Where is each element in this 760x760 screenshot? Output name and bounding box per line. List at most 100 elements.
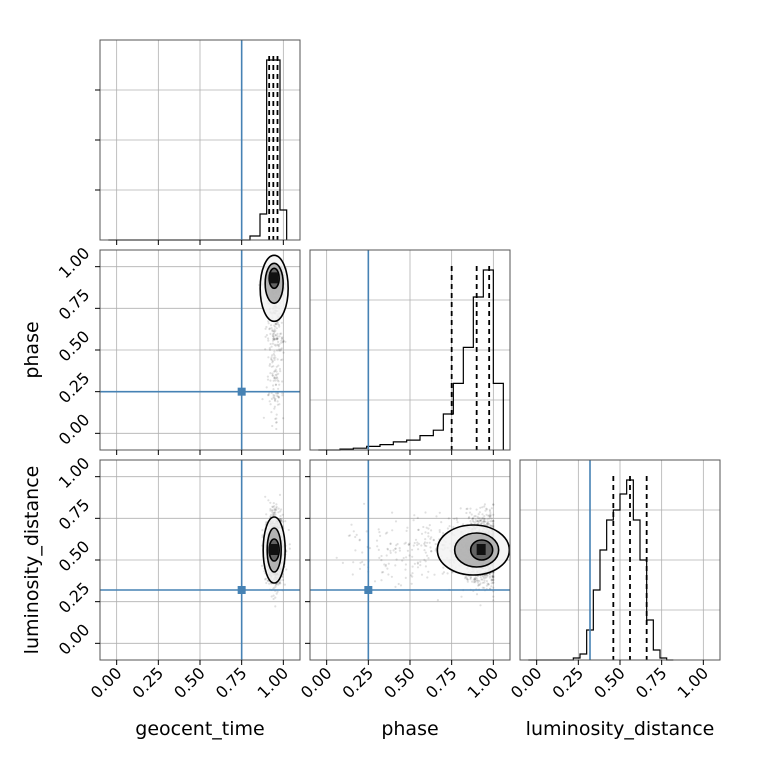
- sample-point: [489, 515, 492, 519]
- sample-point: [492, 576, 495, 579]
- sample-point: [479, 519, 482, 522]
- sample-point: [279, 514, 282, 518]
- y-axis-label-phase: phase: [21, 321, 43, 378]
- sample-point: [481, 586, 484, 589]
- sample-point: [272, 337, 275, 341]
- sample-point: [491, 576, 494, 579]
- sample-point: [358, 538, 361, 541]
- sample-point: [425, 526, 428, 529]
- sample-point: [408, 542, 411, 545]
- y-tick-label: 0.25: [55, 578, 94, 617]
- sample-point: [352, 561, 355, 564]
- sample-point: [274, 585, 277, 588]
- sample-point: [276, 337, 279, 340]
- sample-point: [275, 505, 278, 509]
- sample-point: [352, 530, 355, 533]
- sample-point: [272, 379, 275, 382]
- sample-point: [398, 547, 401, 550]
- sample-point: [277, 395, 280, 398]
- sample-point: [268, 347, 271, 350]
- sample-point: [438, 530, 441, 534]
- y-tick-label: 1.00: [55, 453, 94, 492]
- sample-point: [273, 354, 276, 357]
- sample-point: [430, 550, 433, 553]
- sample-point: [279, 332, 282, 335]
- sample-point: [440, 521, 443, 524]
- sample-point: [281, 338, 284, 341]
- sample-point: [262, 416, 265, 419]
- sample-point: [275, 421, 278, 424]
- sample-point: [376, 545, 379, 548]
- sample-point: [489, 513, 492, 516]
- sample-point: [492, 572, 495, 575]
- sample-point: [275, 427, 278, 431]
- sample-point: [451, 571, 454, 574]
- sample-point: [373, 580, 377, 583]
- sample-point: [272, 335, 275, 338]
- sample-point: [274, 509, 277, 512]
- sample-point: [411, 575, 414, 578]
- sample-point: [434, 543, 437, 546]
- sample-point: [274, 596, 277, 599]
- sample-point: [265, 386, 268, 389]
- sample-point: [271, 339, 275, 342]
- sample-point: [414, 538, 418, 541]
- sample-point: [276, 338, 279, 341]
- sample-point: [270, 345, 273, 348]
- sample-point: [408, 554, 411, 557]
- sample-point: [394, 547, 397, 550]
- sample-point: [284, 340, 287, 343]
- sample-point: [492, 575, 495, 578]
- sample-point: [469, 576, 472, 579]
- sample-point: [267, 337, 270, 340]
- sample-point: [265, 581, 268, 585]
- sample-point: [275, 337, 278, 340]
- sample-point: [472, 520, 475, 523]
- sample-point: [492, 581, 495, 584]
- sample-point: [416, 541, 419, 544]
- sample-point: [271, 424, 274, 428]
- sample-point: [275, 323, 278, 326]
- sample-point: [491, 574, 494, 578]
- sample-point: [384, 563, 388, 567]
- sample-point: [478, 519, 481, 522]
- sample-point: [411, 548, 414, 551]
- sample-point: [268, 582, 271, 585]
- sample-point: [394, 547, 397, 550]
- y-tick-label: 0.00: [55, 410, 94, 449]
- sample-point: [427, 527, 430, 530]
- sample-point: [432, 538, 435, 542]
- sample-point: [487, 520, 490, 523]
- sample-point: [492, 581, 495, 584]
- sample-point: [399, 584, 403, 587]
- sample-point: [419, 564, 422, 567]
- sample-point: [274, 583, 277, 587]
- sample-point: [276, 394, 279, 397]
- sample-point: [275, 508, 278, 511]
- sample-point: [269, 379, 272, 382]
- sample-point: [274, 334, 277, 337]
- sample-point: [276, 358, 279, 361]
- sample-point: [271, 374, 274, 377]
- sample-point: [411, 572, 414, 575]
- sample-point: [276, 338, 279, 341]
- sample-point: [273, 376, 276, 379]
- sample-point: [274, 322, 278, 325]
- sample-point: [423, 541, 427, 544]
- sample-point: [465, 511, 468, 515]
- sample-point: [481, 578, 484, 581]
- sample-point: [464, 575, 467, 579]
- sample-point: [492, 599, 495, 602]
- sample-point: [416, 562, 419, 565]
- sample-point: [273, 330, 276, 333]
- sample-point: [395, 558, 398, 561]
- sample-point: [480, 522, 483, 526]
- sample-point: [412, 519, 415, 522]
- sample-point: [264, 578, 267, 581]
- sample-point: [407, 543, 410, 546]
- sample-point: [404, 576, 407, 580]
- sample-point: [488, 508, 491, 511]
- sample-point: [466, 578, 469, 581]
- sample-point: [488, 522, 491, 526]
- truth-marker-phase-vs-geocent-time: [237, 387, 246, 396]
